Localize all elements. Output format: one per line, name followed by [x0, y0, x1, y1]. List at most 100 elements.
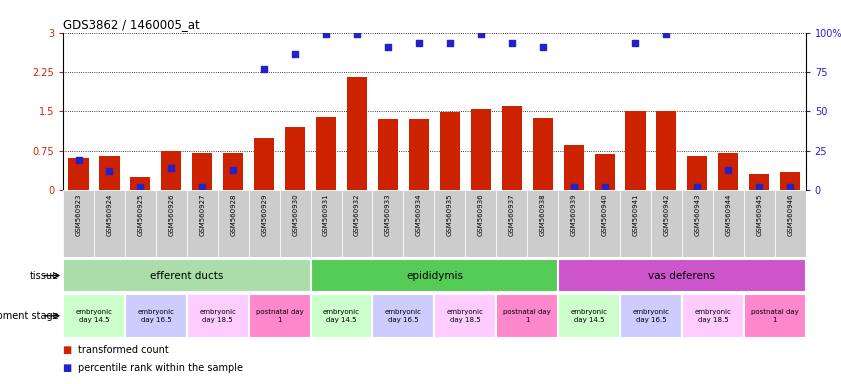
Text: GSM560929: GSM560929 [262, 194, 267, 236]
Bar [280, 190, 310, 257]
Text: embryonic
day 18.5: embryonic day 18.5 [199, 309, 236, 323]
Bar [651, 190, 682, 257]
Point [474, 31, 488, 37]
Text: embryonic
day 16.5: embryonic day 16.5 [385, 309, 422, 323]
Bar [775, 190, 806, 257]
Bar [63, 294, 125, 338]
Point [567, 184, 580, 190]
Text: GSM560924: GSM560924 [107, 194, 113, 236]
Bar [218, 190, 249, 257]
Text: GSM560930: GSM560930 [292, 194, 299, 236]
Text: epididymis: epididymis [406, 270, 463, 281]
Bar [130, 177, 151, 190]
Bar [187, 294, 249, 338]
Bar [558, 259, 806, 292]
Text: GSM560935: GSM560935 [447, 194, 452, 236]
Bar [125, 294, 187, 338]
Bar [713, 190, 743, 257]
Bar [404, 190, 434, 257]
Text: GSM560928: GSM560928 [230, 194, 236, 236]
Text: GSM560938: GSM560938 [540, 194, 546, 236]
Bar [620, 294, 682, 338]
Bar [249, 190, 280, 257]
Bar [285, 127, 305, 190]
Bar [532, 118, 553, 190]
Text: GSM560937: GSM560937 [509, 194, 515, 236]
Bar [409, 119, 429, 190]
Point [320, 31, 333, 37]
Bar [471, 109, 491, 190]
Bar [589, 190, 620, 257]
Bar [465, 190, 496, 257]
Bar [743, 294, 806, 338]
Bar [626, 111, 646, 190]
Bar [99, 156, 119, 190]
Bar [193, 153, 213, 190]
Bar [156, 190, 187, 257]
Text: embryonic
day 14.5: embryonic day 14.5 [570, 309, 607, 323]
Point [412, 40, 426, 46]
Bar [502, 106, 521, 190]
Text: GSM560939: GSM560939 [570, 194, 577, 236]
Point [165, 165, 178, 171]
Text: GSM560940: GSM560940 [601, 194, 607, 236]
Point [103, 167, 116, 174]
Bar [687, 156, 707, 190]
Bar [187, 190, 218, 257]
Text: postnatal day
1: postnatal day 1 [256, 309, 304, 323]
Bar [347, 77, 367, 190]
Bar [434, 294, 496, 338]
Point [536, 44, 549, 50]
Bar [656, 111, 676, 190]
Text: embryonic
day 18.5: embryonic day 18.5 [695, 309, 732, 323]
Text: GSM560933: GSM560933 [385, 194, 391, 236]
Bar [378, 119, 398, 190]
Text: GSM560931: GSM560931 [323, 194, 329, 236]
Bar [63, 259, 310, 292]
Text: embryonic
day 14.5: embryonic day 14.5 [76, 309, 113, 323]
Point [784, 184, 797, 190]
Point [722, 167, 735, 173]
Point [257, 66, 271, 73]
Bar [341, 190, 373, 257]
Text: development stage: development stage [0, 311, 59, 321]
Text: GSM560932: GSM560932 [354, 194, 360, 236]
Point [505, 40, 518, 46]
Point [598, 184, 611, 190]
Text: GSM560926: GSM560926 [168, 194, 174, 236]
Bar [496, 190, 527, 257]
Text: GSM560923: GSM560923 [76, 194, 82, 236]
Bar [558, 190, 589, 257]
Point [288, 51, 302, 57]
Point [71, 157, 85, 163]
Text: transformed count: transformed count [78, 345, 169, 355]
Bar [682, 294, 743, 338]
Bar [373, 190, 404, 257]
Point [351, 31, 364, 37]
Bar [161, 151, 182, 190]
Point [381, 44, 394, 50]
Text: GSM560943: GSM560943 [695, 194, 701, 236]
Text: GSM560936: GSM560936 [478, 194, 484, 236]
Bar [496, 294, 558, 338]
Bar [249, 294, 310, 338]
Bar [595, 154, 615, 190]
Bar [68, 157, 88, 190]
Text: embryonic
day 18.5: embryonic day 18.5 [447, 309, 484, 323]
Point [690, 184, 704, 190]
Text: efferent ducts: efferent ducts [151, 270, 224, 281]
Bar [563, 146, 584, 190]
Point [196, 184, 209, 190]
Bar [316, 117, 336, 190]
Bar [620, 190, 651, 257]
Text: embryonic
day 16.5: embryonic day 16.5 [137, 309, 174, 323]
Bar [310, 294, 373, 338]
Bar [94, 190, 125, 257]
Bar [434, 190, 465, 257]
Bar [718, 153, 738, 190]
Point [443, 40, 457, 46]
Text: GSM560927: GSM560927 [199, 194, 205, 236]
Text: postnatal day
1: postnatal day 1 [751, 309, 799, 323]
Bar [254, 137, 274, 190]
Point [226, 167, 240, 173]
